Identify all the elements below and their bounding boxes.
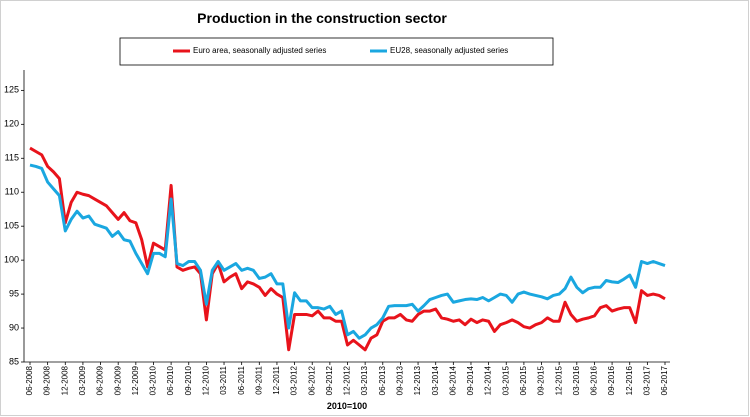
x-tick-label: 12-2015	[554, 365, 563, 395]
x-tick-label: 09-2009	[113, 365, 122, 395]
x-tick-label: 03-2010	[149, 365, 158, 395]
x-tick-label: 06-2010	[166, 365, 175, 395]
y-tick-label: 100	[4, 255, 19, 265]
x-tick-label: 03-2015	[501, 365, 510, 395]
x-tick-label: 12-2008	[60, 365, 69, 395]
x-tick-label: 09-2014	[466, 365, 475, 395]
y-tick-label: 125	[4, 85, 19, 95]
series-line	[29, 163, 666, 340]
y-tick-label: 95	[9, 288, 19, 298]
x-tick-label: 03-2009	[78, 365, 87, 395]
x-tick-label: 12-2012	[343, 365, 352, 395]
x-tick-label: 09-2012	[325, 365, 334, 395]
x-tick-label: 06-2017	[660, 365, 669, 395]
x-tick-label: 06-2013	[378, 365, 387, 395]
x-tick-label: 03-2016	[572, 365, 581, 395]
x-tick-label: 03-2013	[360, 365, 369, 395]
legend-label: Euro area, seasonally adjusted series	[193, 46, 326, 55]
x-tick-label: 06-2016	[590, 365, 599, 395]
x-axis-label: 2010=100	[327, 401, 367, 411]
x-tick-label: 06-2014	[448, 365, 457, 395]
x-tick-label: 06-2015	[519, 365, 528, 395]
x-tick-label: 09-2013	[396, 365, 405, 395]
x-tick-label: 06-2011	[237, 365, 246, 394]
x-tick-label: 03-2011	[219, 365, 228, 394]
y-tick-label: 110	[5, 187, 19, 197]
x-tick-label: 06-2008	[25, 365, 34, 395]
x-tick-label: 12-2010	[201, 365, 210, 395]
x-tick-label: 03-2017	[642, 365, 651, 395]
x-tick-label: 12-2009	[131, 365, 140, 395]
x-tick-label: 09-2008	[43, 365, 52, 395]
series-line	[29, 146, 666, 352]
chart-title: Production in the construction sector	[197, 10, 447, 26]
x-tick-label: 09-2015	[537, 365, 546, 395]
y-tick-label: 120	[4, 119, 19, 129]
x-tick-label: 12-2013	[413, 365, 422, 395]
legend-label: EU28, seasonally adjusted series	[390, 46, 508, 55]
legend-box	[119, 37, 554, 66]
x-tick-label: 06-2009	[96, 365, 105, 395]
x-tick-label: 09-2016	[607, 365, 616, 395]
x-tick-label: 12-2011	[272, 365, 281, 394]
x-tick-label: 06-2012	[307, 365, 316, 395]
y-tick-label: 90	[9, 322, 19, 332]
x-tick-label: 12-2014	[484, 365, 493, 395]
x-tick-label: 09-2011	[254, 365, 263, 394]
x-tick-label: 09-2010	[184, 365, 193, 395]
x-tick-label: 03-2012	[290, 365, 299, 395]
y-tick-label: 115	[5, 153, 19, 163]
x-tick-label: 03-2014	[431, 365, 440, 395]
x-tick-label: 12-2016	[625, 365, 634, 395]
y-tick-label: 105	[4, 221, 19, 231]
y-tick-label: 85	[9, 356, 19, 366]
